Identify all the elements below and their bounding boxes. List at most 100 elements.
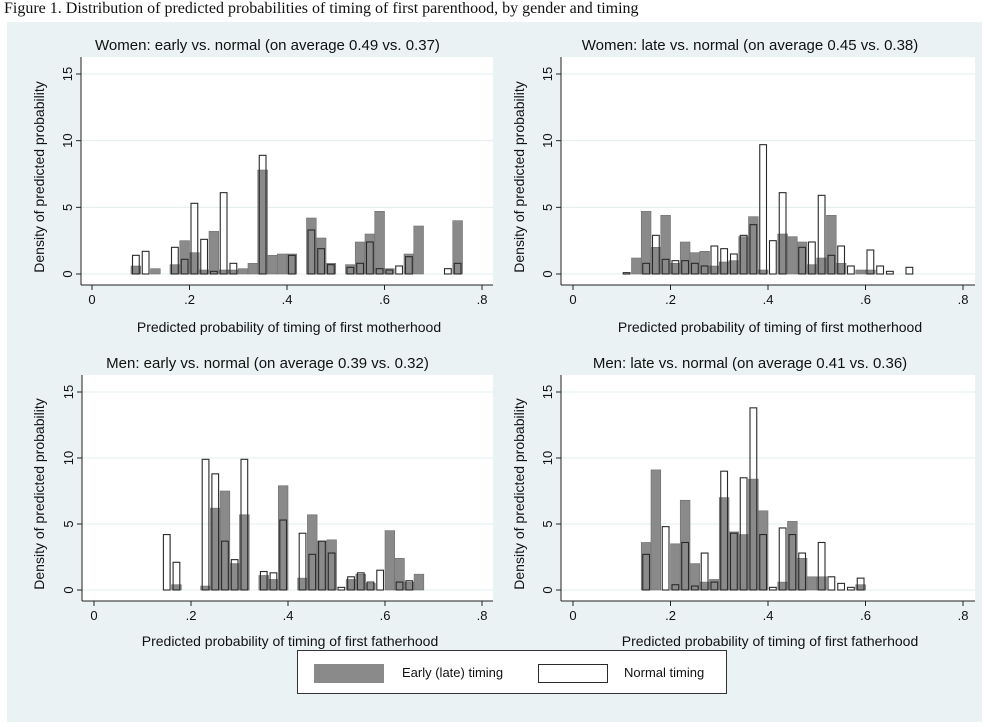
y-tick-label: 15 [61,385,76,399]
bar-normal [375,268,384,275]
bar-normal [356,262,365,275]
bar-normal [759,534,768,591]
bar-normal [337,586,346,591]
x-tick-label: .6 [860,292,871,307]
bar-normal [395,581,404,591]
bar-normal [710,581,719,591]
bar-normal [749,407,758,591]
y-tick-label: 10 [540,451,555,465]
bar-normal [229,262,238,275]
bar-normal [346,266,355,275]
bar-normal [768,240,777,275]
y-tick-label: 10 [540,133,555,147]
bar-normal [827,576,836,591]
bar-normal [661,526,670,591]
bar-early [670,543,681,591]
panel-title-women-late: Women: late vs. normal (on average 0.45 … [581,37,919,54]
bar-normal [671,260,680,275]
bar-normal [219,192,228,275]
bar-normal [749,224,758,275]
bar-normal [642,262,651,275]
legend: Early (late) timing Normal timing [297,650,727,694]
y-tick-label: 0 [540,270,555,277]
bar-normal [308,553,317,591]
bar-early [384,530,395,591]
y-tick-label: 15 [540,385,555,399]
x-tick-label: .2 [186,608,197,623]
bar-normal [837,245,846,275]
legend-label-early: Early (late) timing [402,665,504,680]
bar-normal [307,229,316,275]
x-tick-label: .8 [958,292,969,307]
x-tick-label: 0 [90,608,97,623]
bar-normal [366,581,375,591]
bar-early [787,236,798,275]
x-tick-label: .4 [282,292,293,307]
bar-normal [376,569,385,591]
bar-normal [905,266,914,275]
x-tick-label: .4 [763,292,774,307]
bar-early [208,231,220,275]
bar-normal [690,262,699,275]
panel-title-women-early: Women: early vs. normal (on average 0.49… [95,37,440,54]
bar-normal [162,534,171,591]
bar-early [374,211,385,275]
bar-normal [221,540,229,591]
bar-early [413,573,425,591]
x-tick-label: .8 [477,292,488,307]
y-tick-label: 5 [60,204,75,211]
y-axis-title: Density of predicted probability [31,81,47,272]
bar-normal [798,552,807,591]
legend-swatch-early [314,664,384,683]
bar-normal [405,580,414,591]
y-axis-title: Density of predicted probability [511,398,527,589]
x-tick-label: .6 [860,608,871,623]
bar-normal [798,246,807,275]
bar-normal [385,269,394,275]
bar-early [276,253,288,275]
bar-normal [778,527,787,591]
y-axis-title: Density of predicted probability [511,81,527,272]
bar-normal [200,238,209,275]
bar-normal [866,249,875,275]
bar-normal [700,265,709,275]
bar-normal [671,584,680,591]
bar-normal [230,559,239,591]
bar-normal [443,268,452,275]
bar-normal [395,265,404,275]
bar-early [267,255,278,275]
y-tick-label: 10 [61,451,76,465]
y-tick-label: 5 [540,204,555,211]
x-tick-label: 0 [569,292,576,307]
legend-swatch-normal [538,664,608,683]
x-axis-title: Predicted probability of timing of first… [137,319,441,335]
x-axis-title: Predicted probability of timing of first… [618,319,922,335]
bar-normal [131,254,140,275]
y-tick-label: 10 [60,133,75,147]
y-tick-label: 0 [61,586,76,593]
bar-normal [720,470,729,591]
bar-normal [651,234,660,275]
y-tick-label: 15 [540,67,555,81]
bar-normal [876,265,885,275]
bar-normal [190,202,199,275]
bar-normal [453,262,462,275]
bar-normal [287,254,296,275]
x-tick-label: .6 [379,292,390,307]
bar-normal [298,532,307,591]
bar-early [237,268,249,275]
x-axis-title: Predicted probability of timing of first… [142,633,439,649]
bar-normal [240,458,249,591]
bar-normal [846,586,855,591]
figure-caption: Figure 1. Distribution of predicted prob… [4,0,639,17]
bar-normal [700,552,709,591]
bar-normal [885,270,894,275]
bar-normal [807,241,816,275]
bar-normal [778,192,787,275]
bar-normal [690,585,699,591]
bar-early [413,225,424,275]
bar-normal [788,534,797,591]
bar-normal [327,552,336,591]
x-tick-label: .2 [665,608,676,623]
x-tick-label: .6 [380,608,391,623]
